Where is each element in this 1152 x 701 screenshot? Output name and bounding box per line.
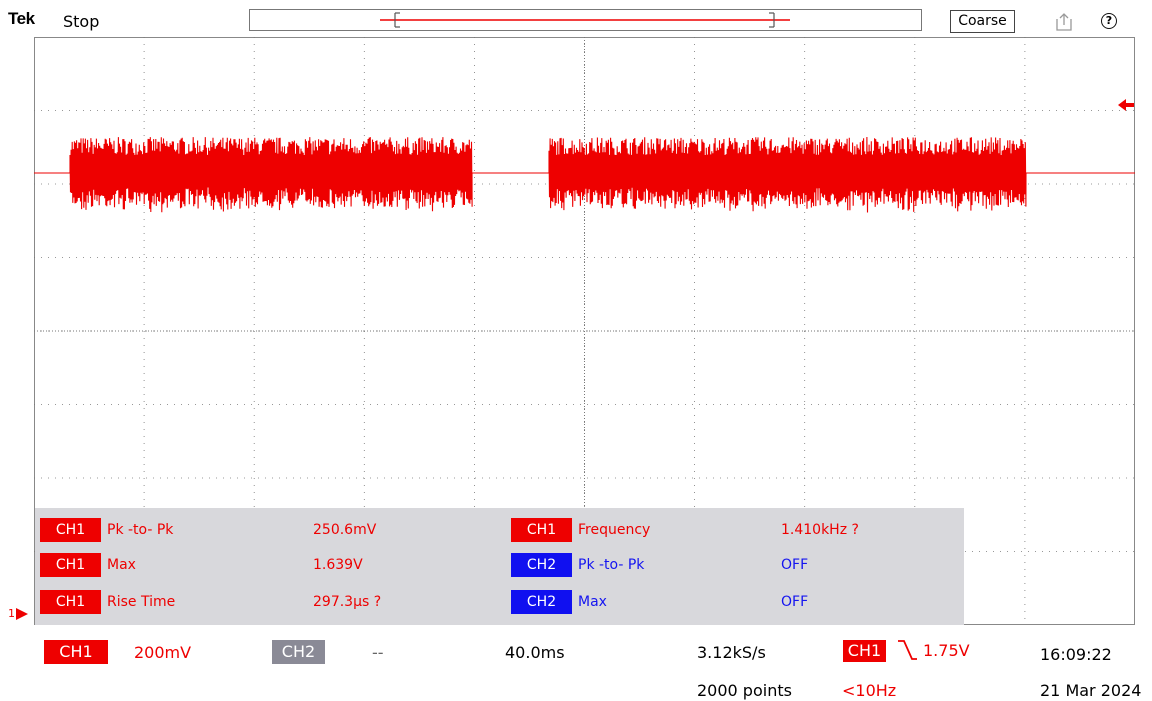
measurement-value: 1.410kHz ? xyxy=(781,522,859,538)
measurement-row[interactable]: CH2 Pk -to- Pk OFF xyxy=(511,553,951,577)
ch1-waveform xyxy=(34,136,1135,213)
measurements-panel: CH1 Pk -to- Pk 250.6mV CH1 Max 1.639V CH… xyxy=(35,508,964,625)
measurement-row[interactable]: CH1 Max 1.639V xyxy=(40,553,490,577)
channel-tag: CH2 xyxy=(511,553,572,577)
trigger-level-marker[interactable] xyxy=(1117,97,1135,116)
ch2-vertical-scale[interactable]: -- xyxy=(372,643,384,662)
measurement-row[interactable]: CH1 Frequency 1.410kHz ? xyxy=(511,518,951,542)
falling-edge-icon xyxy=(896,638,918,666)
measurement-row[interactable]: CH1 Pk -to- Pk 250.6mV xyxy=(40,518,490,542)
sample-rate: 3.12kS/s xyxy=(697,643,766,662)
brand-logo: Tek xyxy=(8,9,35,28)
measurement-name: Rise Time xyxy=(107,594,176,610)
timebase-scale[interactable]: 40.0ms xyxy=(505,643,565,662)
trigger-frequency: <10Hz xyxy=(842,681,897,700)
record-view-bar[interactable] xyxy=(249,9,922,31)
measurement-name: Max xyxy=(107,557,136,573)
measurement-value: 250.6mV xyxy=(313,522,377,538)
measurement-value: OFF xyxy=(781,557,809,573)
ch1-ground-marker[interactable]: 1 xyxy=(8,607,29,620)
export-icon[interactable] xyxy=(1054,12,1074,32)
channel-tag: CH1 xyxy=(40,553,101,577)
measurement-name: Pk -to- Pk xyxy=(107,522,174,538)
trigger-arrow-icon xyxy=(1118,99,1134,111)
measurement-value: 297.3µs ? xyxy=(313,594,382,610)
channel-tag: CH2 xyxy=(511,590,572,614)
marker-arrow-icon xyxy=(16,608,28,620)
channel-tag: CH1 xyxy=(511,518,572,542)
record-length[interactable]: 2000 points xyxy=(697,681,792,700)
run-state[interactable]: Stop xyxy=(63,12,100,31)
measurement-row[interactable]: CH2 Max OFF xyxy=(511,590,951,614)
clock-time: 16:09:22 xyxy=(1040,645,1112,664)
ch1-channel-button[interactable]: CH1 xyxy=(44,640,108,664)
ch2-channel-button[interactable]: CH2 xyxy=(272,640,325,664)
measurement-name: Pk -to- Pk xyxy=(578,557,645,573)
trigger-level[interactable]: 1.75V xyxy=(923,641,970,660)
coarse-button[interactable]: Coarse xyxy=(950,10,1015,33)
clock-date: 21 Mar 2024 xyxy=(1040,681,1142,700)
measurement-name: Frequency xyxy=(578,522,651,538)
measurement-value: 1.639V xyxy=(313,557,363,573)
measurement-value: OFF xyxy=(781,594,809,610)
measurement-name: Max xyxy=(578,594,607,610)
measurement-row[interactable]: CH1 Rise Time 297.3µs ? xyxy=(40,590,490,614)
channel-tag: CH1 xyxy=(40,590,101,614)
channel-tag: CH1 xyxy=(40,518,101,542)
help-icon[interactable]: ? xyxy=(1101,13,1117,29)
trigger-source[interactable]: CH1 xyxy=(843,640,886,662)
ch1-vertical-scale[interactable]: 200mV xyxy=(134,643,192,662)
